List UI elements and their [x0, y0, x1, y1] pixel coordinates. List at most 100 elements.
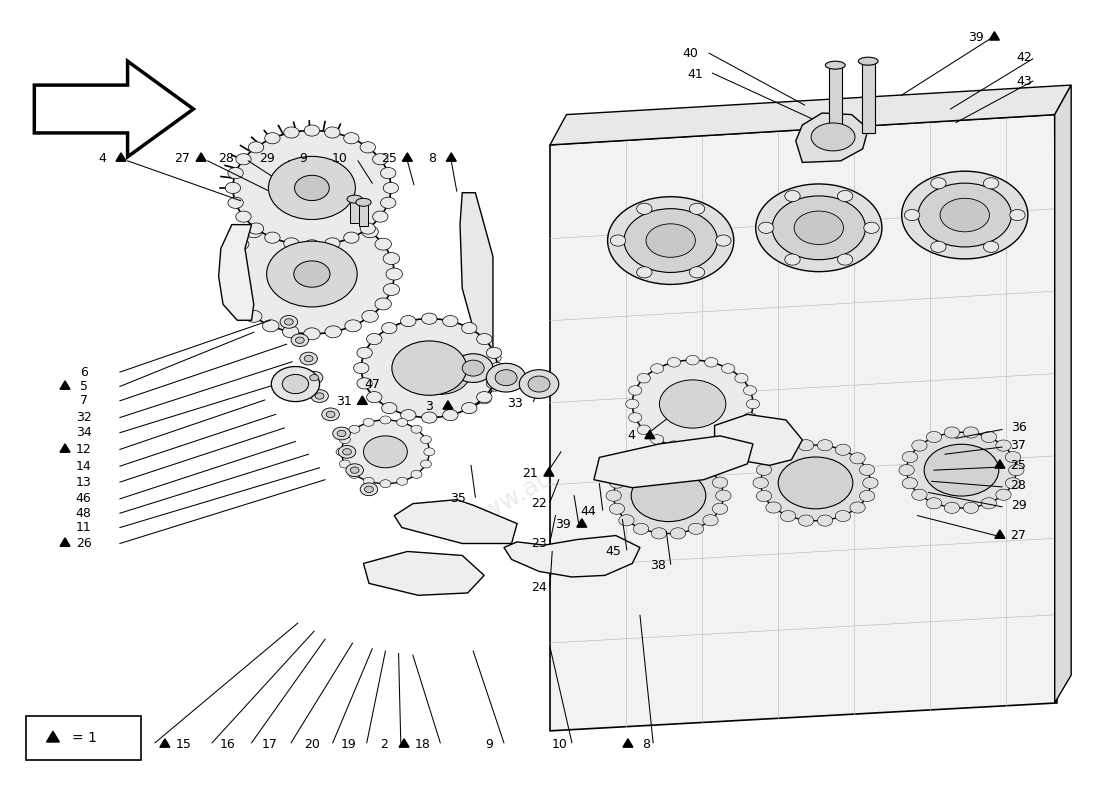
Circle shape	[735, 425, 748, 434]
Circle shape	[996, 489, 1011, 500]
Circle shape	[266, 241, 358, 307]
Circle shape	[362, 310, 378, 322]
Circle shape	[360, 483, 377, 496]
Circle shape	[634, 523, 649, 534]
Circle shape	[492, 367, 505, 377]
Circle shape	[360, 142, 375, 153]
Circle shape	[686, 355, 700, 365]
Circle shape	[754, 478, 768, 489]
Circle shape	[332, 427, 350, 440]
Circle shape	[356, 347, 372, 358]
Circle shape	[379, 353, 393, 362]
Circle shape	[409, 350, 471, 394]
Circle shape	[637, 374, 650, 383]
Circle shape	[713, 477, 728, 488]
Polygon shape	[543, 468, 554, 476]
Circle shape	[637, 203, 652, 214]
Circle shape	[862, 478, 878, 489]
Text: 27: 27	[1011, 529, 1026, 542]
Circle shape	[411, 426, 422, 434]
Polygon shape	[645, 430, 654, 438]
Text: 17: 17	[261, 738, 277, 751]
Circle shape	[349, 426, 360, 434]
Circle shape	[766, 453, 781, 464]
Text: 47: 47	[364, 378, 381, 390]
Circle shape	[249, 142, 264, 153]
Circle shape	[350, 467, 359, 474]
Circle shape	[373, 154, 388, 165]
Circle shape	[353, 362, 369, 374]
Circle shape	[366, 391, 382, 402]
Circle shape	[670, 453, 685, 463]
Polygon shape	[399, 739, 409, 747]
Text: 30: 30	[117, 738, 132, 751]
Polygon shape	[994, 530, 1005, 538]
Circle shape	[637, 266, 652, 278]
Text: 39: 39	[968, 30, 983, 44]
Text: © www.auto-doc.com.ua: © www.auto-doc.com.ua	[431, 375, 713, 552]
Circle shape	[926, 431, 942, 442]
Circle shape	[996, 440, 1011, 451]
Text: = 1: = 1	[72, 731, 97, 746]
Polygon shape	[447, 153, 456, 162]
Circle shape	[519, 370, 559, 398]
Circle shape	[981, 498, 997, 509]
Circle shape	[983, 242, 999, 252]
Circle shape	[268, 156, 355, 219]
Polygon shape	[116, 153, 127, 162]
Ellipse shape	[825, 61, 845, 69]
Text: 22: 22	[531, 497, 547, 510]
Circle shape	[304, 328, 320, 340]
Circle shape	[837, 254, 852, 265]
Circle shape	[383, 253, 399, 265]
Circle shape	[964, 502, 979, 514]
Circle shape	[931, 178, 946, 189]
Circle shape	[304, 208, 320, 220]
Text: 28: 28	[1011, 479, 1026, 492]
Circle shape	[735, 374, 748, 383]
Circle shape	[716, 235, 732, 246]
Text: 36: 36	[1011, 422, 1026, 434]
Polygon shape	[196, 153, 206, 162]
Circle shape	[249, 223, 264, 234]
Text: 5: 5	[79, 380, 88, 393]
Circle shape	[705, 358, 718, 367]
Circle shape	[650, 364, 663, 374]
Polygon shape	[358, 396, 367, 404]
Text: 21: 21	[522, 467, 538, 480]
Circle shape	[799, 440, 814, 451]
Text: 48: 48	[76, 506, 91, 520]
Text: 15: 15	[176, 738, 191, 751]
Circle shape	[343, 133, 359, 144]
Circle shape	[379, 416, 390, 424]
Circle shape	[476, 391, 492, 402]
Circle shape	[944, 502, 959, 514]
Circle shape	[629, 386, 641, 395]
Circle shape	[442, 315, 458, 326]
Circle shape	[338, 446, 355, 458]
Circle shape	[651, 528, 667, 539]
Ellipse shape	[794, 211, 844, 245]
Circle shape	[817, 515, 833, 526]
Text: 7: 7	[79, 394, 88, 407]
Circle shape	[926, 498, 942, 509]
Circle shape	[462, 322, 477, 334]
Circle shape	[405, 404, 418, 414]
Polygon shape	[594, 436, 754, 488]
Circle shape	[912, 489, 927, 500]
Ellipse shape	[918, 183, 1011, 247]
Circle shape	[245, 310, 262, 322]
Circle shape	[400, 410, 416, 421]
Circle shape	[634, 457, 649, 468]
Polygon shape	[394, 500, 517, 543]
Circle shape	[486, 347, 502, 358]
Circle shape	[420, 436, 431, 444]
Circle shape	[343, 232, 359, 243]
Circle shape	[817, 440, 833, 451]
Circle shape	[476, 334, 492, 345]
Ellipse shape	[902, 171, 1027, 259]
Text: 4: 4	[98, 152, 107, 165]
Circle shape	[381, 167, 396, 178]
Circle shape	[944, 427, 959, 438]
Circle shape	[780, 510, 795, 522]
